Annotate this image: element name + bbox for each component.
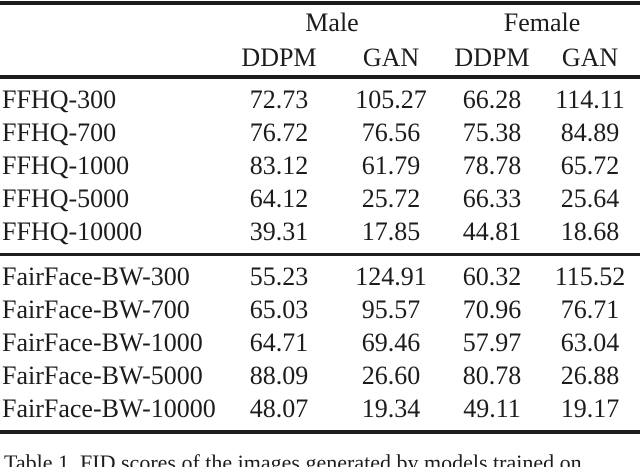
table-top-rule bbox=[0, 1, 640, 5]
fid-value: 75.38 bbox=[462, 118, 522, 147]
table-group-fairface: FairFace-BW-300 55.23 124.91 60.32 115.5… bbox=[0, 256, 640, 430]
table-group-ffhq: FFHQ-300 72.73 105.27 66.28 114.11 FFHQ-… bbox=[0, 79, 640, 253]
fid-value: 60.32 bbox=[462, 262, 522, 291]
table-row: FFHQ-10000 39.31 17.85 44.81 18.68 bbox=[0, 215, 640, 248]
table-row: FFHQ-5000 64.12 25.72 66.33 25.64 bbox=[0, 182, 640, 215]
table-row: FFHQ-300 72.73 105.27 66.28 114.11 bbox=[0, 83, 640, 116]
table-header-rule bbox=[0, 75, 640, 79]
fid-value: 83.12 bbox=[249, 151, 309, 180]
fid-value: 26.60 bbox=[361, 361, 421, 390]
table-group-header-row: Male Female bbox=[0, 5, 640, 40]
fid-value: 26.88 bbox=[560, 361, 620, 390]
table-row: FairFace-BW-5000 88.09 26.60 80.78 26.88 bbox=[0, 359, 640, 392]
fid-value: 76.56 bbox=[361, 118, 421, 147]
header-spacer bbox=[0, 40, 220, 75]
row-label: FFHQ-1000 bbox=[2, 151, 130, 180]
row-label: FairFace-BW-5000 bbox=[2, 361, 203, 390]
row-label: FairFace-BW-300 bbox=[2, 262, 190, 291]
fid-value: 78.78 bbox=[462, 151, 522, 180]
fid-value: 57.97 bbox=[462, 328, 522, 357]
row-label: FairFace-BW-700 bbox=[2, 295, 190, 324]
fid-value: 105.27 bbox=[355, 85, 427, 114]
table-mid-rule bbox=[0, 253, 640, 256]
table-caption: Table 1. FID scores of the images genera… bbox=[4, 450, 582, 467]
fid-value: 69.46 bbox=[361, 328, 421, 357]
fid-value: 70.96 bbox=[462, 295, 522, 324]
table-bottom-rule bbox=[0, 430, 640, 434]
col-header-ddpm-male: DDPM bbox=[241, 43, 317, 72]
row-label: FFHQ-300 bbox=[2, 85, 117, 114]
table-row: FairFace-BW-300 55.23 124.91 60.32 115.5… bbox=[0, 260, 640, 293]
fid-value: 115.52 bbox=[554, 262, 626, 291]
header-spacer bbox=[0, 5, 220, 40]
col-header-ddpm-female: DDPM bbox=[454, 43, 530, 72]
fid-value: 63.04 bbox=[560, 328, 620, 357]
table-row: FFHQ-700 76.72 76.56 75.38 84.89 bbox=[0, 116, 640, 149]
fid-value: 25.72 bbox=[361, 184, 421, 213]
fid-value: 19.17 bbox=[560, 394, 620, 423]
fid-value: 66.33 bbox=[462, 184, 522, 213]
fid-value: 66.28 bbox=[462, 85, 522, 114]
group-header-male: Male bbox=[305, 8, 359, 37]
fid-value: 65.03 bbox=[249, 295, 309, 324]
group-header-female: Female bbox=[503, 8, 581, 37]
table-column-header-row: DDPM GAN DDPM GAN bbox=[0, 40, 640, 75]
fid-value: 48.07 bbox=[249, 394, 309, 423]
fid-value: 114.11 bbox=[555, 85, 625, 114]
fid-value: 19.34 bbox=[361, 394, 421, 423]
fid-value: 76.72 bbox=[249, 118, 309, 147]
col-header-gan-male: GAN bbox=[362, 43, 420, 72]
row-label: FFHQ-10000 bbox=[2, 217, 143, 246]
table-row: FFHQ-1000 83.12 61.79 78.78 65.72 bbox=[0, 149, 640, 182]
fid-value: 88.09 bbox=[249, 361, 309, 390]
table-row: FairFace-BW-1000 64.71 69.46 57.97 63.04 bbox=[0, 326, 640, 359]
fid-value: 61.79 bbox=[361, 151, 421, 180]
fid-value: 44.81 bbox=[462, 217, 522, 246]
table-row: FairFace-BW-700 65.03 95.57 70.96 76.71 bbox=[0, 293, 640, 326]
fid-value: 76.71 bbox=[560, 295, 620, 324]
fid-value: 25.64 bbox=[560, 184, 620, 213]
fid-value: 84.89 bbox=[560, 118, 620, 147]
fid-value: 55.23 bbox=[249, 262, 309, 291]
fid-value: 39.31 bbox=[249, 217, 309, 246]
col-header-gan-female: GAN bbox=[561, 43, 619, 72]
row-label: FFHQ-5000 bbox=[2, 184, 130, 213]
fid-value: 64.12 bbox=[249, 184, 309, 213]
fid-value: 124.91 bbox=[355, 262, 427, 291]
table-row: FairFace-BW-10000 48.07 19.34 49.11 19.1… bbox=[0, 392, 640, 425]
fid-value: 80.78 bbox=[462, 361, 522, 390]
fid-value: 95.57 bbox=[361, 295, 421, 324]
fid-value: 49.11 bbox=[463, 394, 521, 423]
fid-value: 72.73 bbox=[249, 85, 309, 114]
fid-value: 65.72 bbox=[560, 151, 620, 180]
row-label: FairFace-BW-1000 bbox=[2, 328, 203, 357]
fid-value: 18.68 bbox=[560, 217, 620, 246]
row-label: FairFace-BW-10000 bbox=[2, 394, 216, 423]
fid-value: 64.71 bbox=[249, 328, 309, 357]
fid-value: 17.85 bbox=[361, 217, 421, 246]
row-label: FFHQ-700 bbox=[2, 118, 117, 147]
